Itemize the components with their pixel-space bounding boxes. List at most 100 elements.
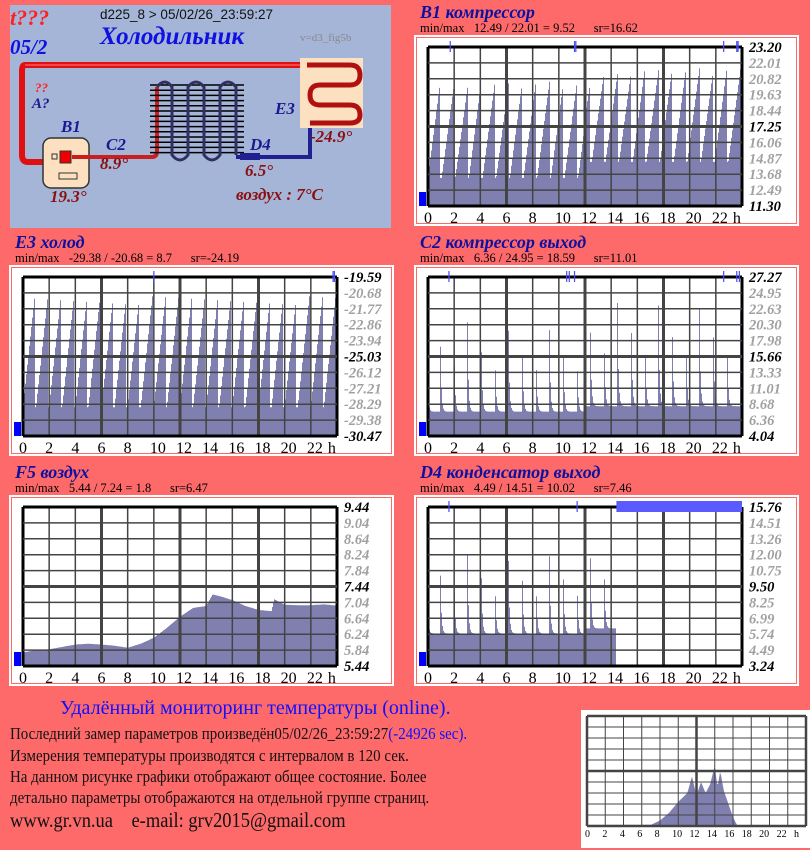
chart-minmax: min/max 4.49 / 14.51 = 10.02 sr=7.46 xyxy=(420,481,632,495)
email-link[interactable]: e-mail: grv2015@gmail.com xyxy=(131,808,346,832)
x-tick-label: 8 xyxy=(124,440,132,454)
x-tick-label: 18 xyxy=(660,670,676,684)
chart-f5: F5 воздух min/max 5.44 / 7.24 = 1.8 sr=6.… xyxy=(9,460,405,688)
x-tick-label: 16 xyxy=(633,210,649,224)
x-tick-label: 10 xyxy=(555,440,571,454)
x-tick-label: 8 xyxy=(529,670,537,684)
liquid-pipe xyxy=(236,120,312,159)
y-tick-label: 7.04 xyxy=(344,595,369,611)
x-tick-label: 4 xyxy=(476,670,484,684)
x-tick-label: 2 xyxy=(45,670,53,684)
contacts: www.gr.vn.ua e-mail: grv2015@gmail.com xyxy=(10,808,346,833)
x-tick-label: h xyxy=(733,440,741,454)
y-tick-label: 15.76 xyxy=(749,500,782,516)
chart-svg: 15.7614.5113.2612.0010.759.508.256.995.7… xyxy=(419,500,782,684)
x-tick-label: 18 xyxy=(660,210,676,224)
x-tick-label: 22 xyxy=(777,829,787,840)
date-short: 05/2 xyxy=(10,35,48,59)
y-tick-label: -21.77 xyxy=(344,302,382,318)
x-tick-label: 0 xyxy=(424,440,432,454)
x-tick-label: 16 xyxy=(633,440,649,454)
b1-value: 19.3° xyxy=(50,187,87,206)
x-tick-label: 0 xyxy=(424,670,432,684)
x-tick-label: 16 xyxy=(633,670,649,684)
x-tick-label: 4 xyxy=(620,829,625,840)
x-tick-label: 2 xyxy=(602,829,607,840)
y-tick-label: 20.82 xyxy=(748,72,782,88)
x-tick-label: 20 xyxy=(686,210,702,224)
y-tick-label: 10.75 xyxy=(749,564,782,580)
x-tick-label: 16 xyxy=(228,440,244,454)
y-tick-label: 17.98 xyxy=(749,334,782,350)
chart-title: E3 холод xyxy=(15,232,85,252)
return-pipe xyxy=(19,62,310,165)
y-tick-label: 14.87 xyxy=(749,151,782,167)
x-tick-label: 18 xyxy=(660,440,676,454)
y-tick-label: 4.49 xyxy=(748,643,774,659)
x-tick-label: 12 xyxy=(176,440,192,454)
y-tick-label: 5.84 xyxy=(344,643,369,659)
x-tick-label: 0 xyxy=(424,210,432,224)
x-tick-label: 0 xyxy=(19,670,27,684)
y-tick-label: 6.36 xyxy=(749,413,775,429)
x-tick-label: 20 xyxy=(281,440,297,454)
chart-frame: 23.20 22.01 20.82 19.63 18.44 17.25 16.06 14.87… xyxy=(414,35,799,226)
x-tick-label: 10 xyxy=(555,210,571,224)
x-tick-label: 16 xyxy=(724,829,734,840)
schematic-diagram xyxy=(19,58,363,189)
x-tick-label: 0 xyxy=(585,829,590,840)
y-tick-label: 24.95 xyxy=(748,286,782,302)
x-tick-label: 20 xyxy=(686,670,702,684)
x-tick-label: 10 xyxy=(150,440,166,454)
chart-minmax: min/max -29.38 / -20.68 = 8.7 sr=-24.19 xyxy=(15,251,240,265)
y-tick-label: -26.12 xyxy=(344,365,381,381)
y-tick-label: 12.00 xyxy=(749,548,782,564)
chart-svg: 9.449.048.648.247.847.447.046.646.245.84… xyxy=(14,500,369,684)
y-tick-label: 20.30 xyxy=(748,318,782,334)
y-tick-label: 7.84 xyxy=(344,564,369,580)
x-tick-label: 10 xyxy=(555,670,571,684)
x-tick-label: 12 xyxy=(581,210,597,224)
y-tick-label: 8.64 xyxy=(344,532,369,548)
x-tick-label: 2 xyxy=(450,210,458,224)
y-tick-label: 5.44 xyxy=(344,659,369,675)
x-tick-label: 4 xyxy=(476,440,484,454)
x-tick-label: 10 xyxy=(672,829,682,840)
chart-b1: B1 компрессор min/max 12.49 / 22.01 = 9.5… xyxy=(414,0,810,228)
y-tick-label: -25.03 xyxy=(344,350,381,366)
b1-label: B1 xyxy=(61,117,81,136)
x-tick-label: 22 xyxy=(307,670,323,684)
y-tick-label: 9.04 xyxy=(344,516,369,532)
y-tick-label: 7.44 xyxy=(344,580,369,596)
x-tick-label: h xyxy=(328,440,336,454)
legend-swatch xyxy=(419,192,426,206)
y-tick-label: 19.63 xyxy=(749,88,782,104)
chart-minmax: min/max 6.36 / 24.95 = 18.59 sr=11.01 xyxy=(420,251,638,265)
series-area xyxy=(428,554,616,666)
y-tick-label: 8.25 xyxy=(749,595,774,611)
x-tick-label: 18 xyxy=(742,829,752,840)
page-title: Холодильник xyxy=(100,23,245,50)
website-link[interactable]: www.gr.vn.ua xyxy=(10,808,114,832)
y-tick-label: -30.47 xyxy=(344,429,382,445)
x-tick-label: 8 xyxy=(529,440,537,454)
chart-svg: -19.59-20.68-21.77-22.86-23.94-25.03-26.… xyxy=(14,270,382,454)
x-tick-label: 16 xyxy=(228,670,244,684)
y-tick-label: 8.68 xyxy=(749,397,775,413)
x-tick-label: 6 xyxy=(98,670,106,684)
filter-icon xyxy=(240,153,260,160)
interval-text: Измерения температуры производятся с инт… xyxy=(10,746,409,765)
y-tick-label: 3.24 xyxy=(748,659,774,675)
x-tick-label: 22 xyxy=(712,210,728,224)
y-tick-label: -28.29 xyxy=(344,397,381,413)
no-data-band xyxy=(616,501,742,512)
y-tick-label: -19.59 xyxy=(344,270,381,286)
y-tick-label: 6.99 xyxy=(749,611,774,627)
e3-label: E3 xyxy=(275,99,295,118)
x-tick-label: 10 xyxy=(150,670,166,684)
y-tick-label: -27.21 xyxy=(344,381,381,397)
x-tick-label: 6 xyxy=(637,829,642,840)
a-label: A? xyxy=(32,96,50,112)
x-tick-label: 12 xyxy=(581,670,597,684)
x-tick-label: h xyxy=(733,670,741,684)
